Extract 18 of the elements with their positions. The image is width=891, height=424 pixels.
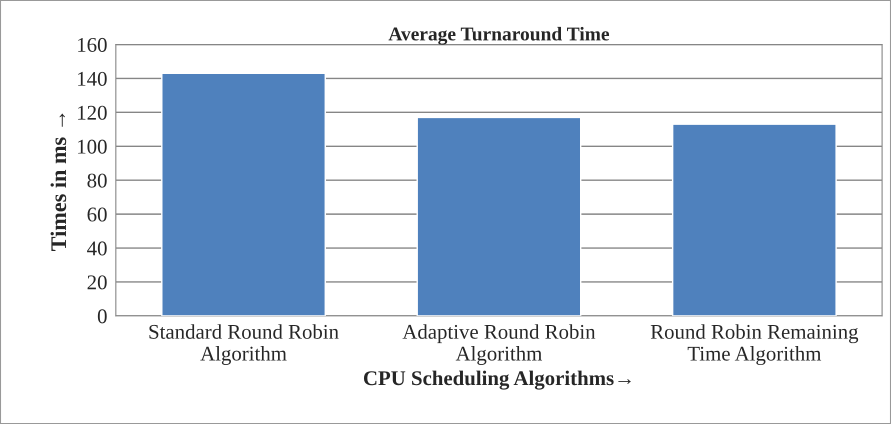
y-tick-label: 140 [78,72,107,86]
chart-title: Average Turnaround Time [388,26,610,45]
y-tick-label: 60 [88,207,107,222]
bar [416,116,582,316]
y-tick-label: 40 [87,241,107,256]
y-tick-label: 120 [78,106,107,120]
bar [672,124,837,316]
y-axis-title: Times in ms → [50,114,66,251]
y-tick-label: 160 [78,38,107,52]
x-tick-label: Standard Round Robin Algorithm [149,324,339,365]
y-tick-label: 0 [98,309,107,324]
y-tick-label: 20 [88,275,107,290]
x-axis-title: CPU Scheduling Algorithms→ [364,370,631,390]
y-tick-label: 100 [78,140,107,154]
y-tick-label: 80 [87,174,107,188]
x-tick-label: Round Robin Remaining Time Algorithm [650,324,858,366]
x-tick-label: Adaptive Round Robin Algorithm [402,324,596,365]
bar [161,72,326,316]
